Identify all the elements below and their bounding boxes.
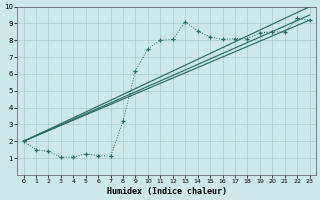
X-axis label: Humidex (Indice chaleur): Humidex (Indice chaleur) <box>107 187 227 196</box>
